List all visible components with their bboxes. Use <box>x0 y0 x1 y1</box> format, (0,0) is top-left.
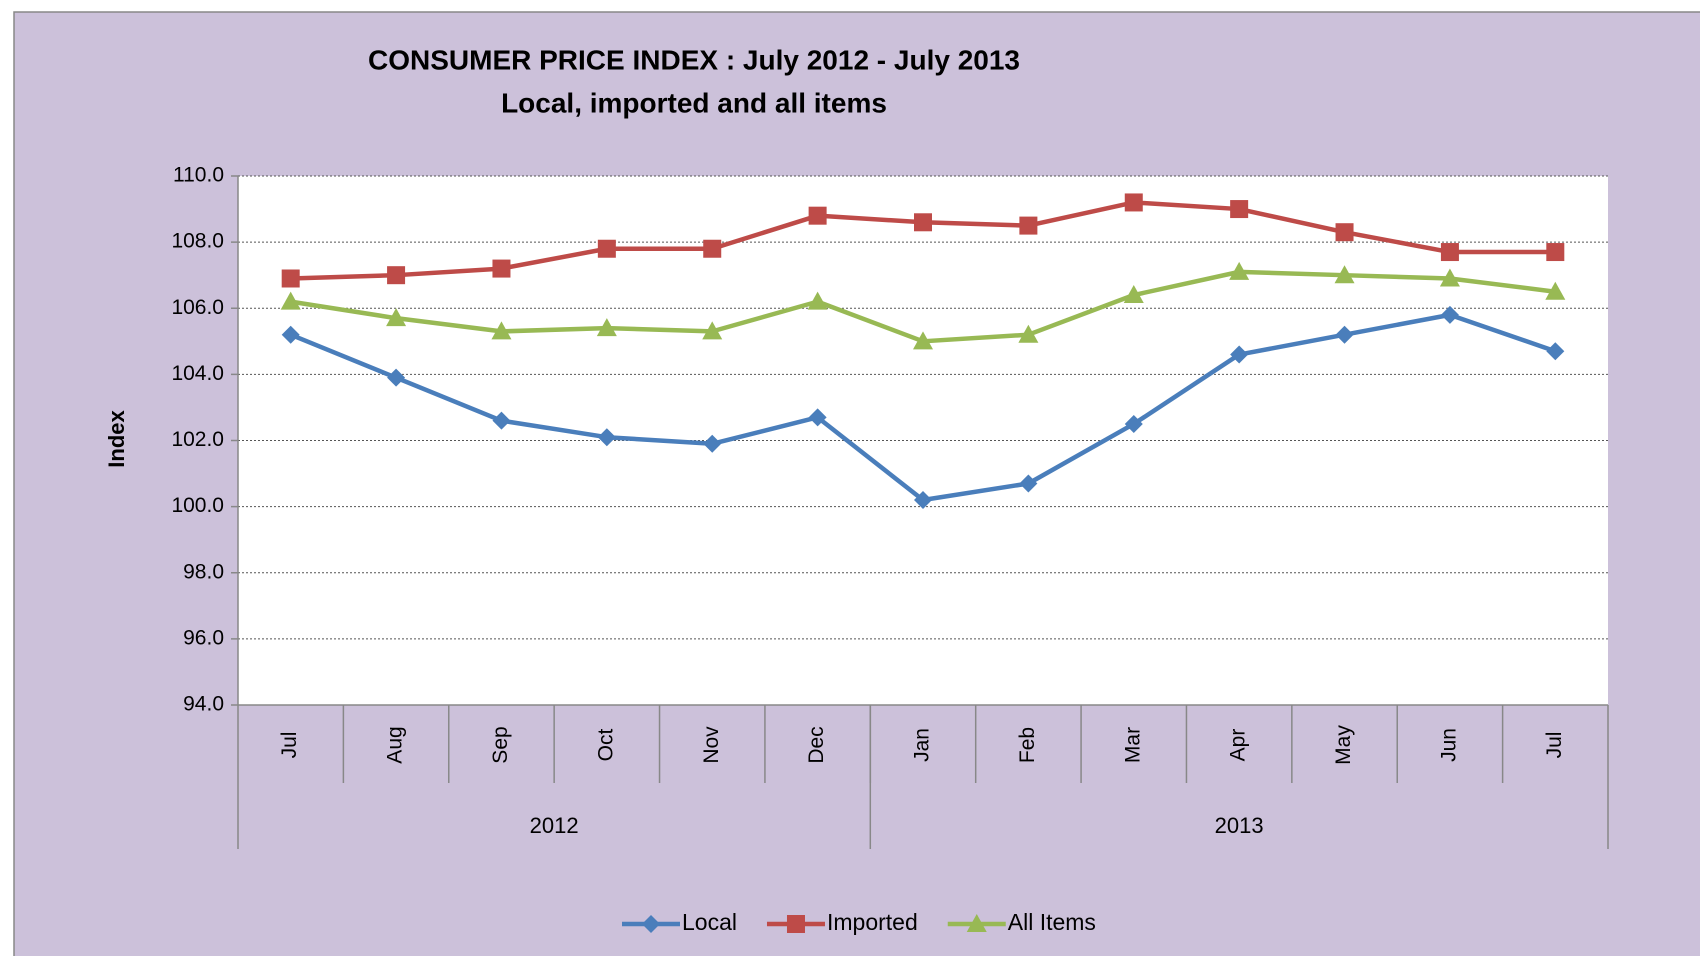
x-tick-label: Nov <box>700 726 723 764</box>
marker <box>703 434 722 453</box>
marker <box>966 914 987 932</box>
marker <box>1546 342 1565 361</box>
x-tick-label: Jan <box>911 728 934 762</box>
marker <box>807 291 828 310</box>
marker <box>1229 261 1250 280</box>
marker <box>281 269 300 288</box>
marker <box>914 491 932 510</box>
x-tick-label: Sep <box>489 726 512 763</box>
marker <box>1230 345 1249 364</box>
x-tick-label: Jun <box>1437 728 1460 762</box>
marker <box>786 915 805 933</box>
marker <box>808 206 827 225</box>
x-tick-label: Apr <box>1227 729 1250 762</box>
marker <box>1546 243 1565 262</box>
x-group-label: 2012 <box>530 813 579 838</box>
marker <box>597 239 616 258</box>
y-tick-label: 110.0 <box>173 164 224 187</box>
x-tick-label: Mar <box>1121 727 1144 763</box>
marker <box>387 368 406 387</box>
chart-subtitle: Local, imported and all items <box>501 87 887 118</box>
x-tick-label: Aug <box>384 726 407 763</box>
marker <box>642 915 660 933</box>
legend-label: All Items <box>1008 909 1096 935</box>
y-tick-label: 106.0 <box>171 296 224 319</box>
x-tick-label: May <box>1332 725 1355 765</box>
marker <box>1440 243 1459 262</box>
marker <box>1440 305 1459 324</box>
marker <box>1230 200 1249 219</box>
marker <box>913 331 933 350</box>
marker <box>1019 216 1038 235</box>
marker <box>1335 325 1354 344</box>
marker <box>914 213 932 232</box>
marker <box>808 408 827 427</box>
y-tick-label: 102.0 <box>171 428 224 451</box>
legend: Local Imported All Items <box>622 909 1096 935</box>
marker <box>1334 265 1355 284</box>
marker <box>597 428 616 447</box>
marker <box>1018 324 1039 343</box>
marker <box>387 266 406 285</box>
marker <box>1124 414 1143 433</box>
y-tick-label: 98.0 <box>183 560 224 583</box>
marker <box>281 325 300 344</box>
marker <box>491 321 512 340</box>
x-tick-label: Oct <box>594 729 617 762</box>
marker <box>596 318 617 337</box>
marker <box>702 321 723 340</box>
marker <box>1123 285 1144 304</box>
chart-title: CONSUMER PRICE INDEX : July 2012 - July … <box>368 44 1020 75</box>
marker <box>1335 223 1354 242</box>
marker <box>386 308 407 327</box>
marker <box>1124 193 1143 212</box>
marker <box>703 239 722 258</box>
x-tick-label: Feb <box>1016 727 1039 763</box>
y-tick-label: 104.0 <box>171 362 224 385</box>
y-tick-label: 94.0 <box>183 693 224 716</box>
marker <box>1019 474 1038 493</box>
marker <box>492 411 511 430</box>
marker <box>1439 268 1460 287</box>
legend-label: Local <box>682 909 737 935</box>
y-tick-label: 96.0 <box>183 626 224 649</box>
x-tick-label: Dec <box>805 726 828 763</box>
legend-label: Imported <box>827 909 918 935</box>
x-tick-label: Jul <box>278 732 301 759</box>
marker <box>1545 281 1566 300</box>
x-group-label: 2013 <box>1215 813 1264 838</box>
x-tick-label: Jul <box>1543 732 1566 759</box>
y-tick-label: 108.0 <box>171 230 224 253</box>
marker <box>492 259 511 278</box>
y-tick-label: 100.0 <box>171 494 224 517</box>
marker <box>280 291 301 310</box>
y-axis-label: Index <box>104 410 129 468</box>
